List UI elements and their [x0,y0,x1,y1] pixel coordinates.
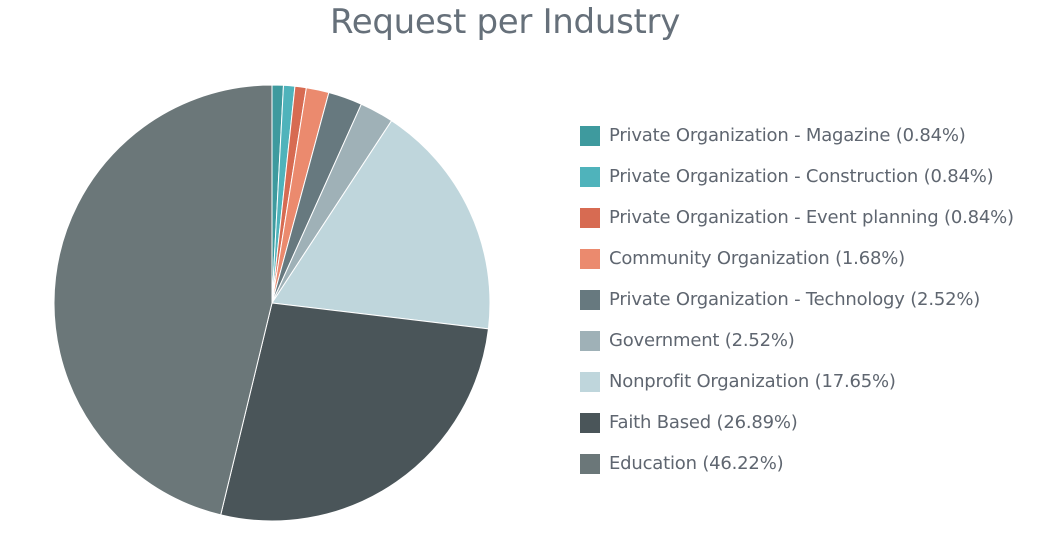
legend-label: Community Organization (1.68%) [609,248,905,269]
legend-item[interactable]: Nonprofit Organization (17.65%) [580,361,1014,402]
legend-label: Private Organization - Event planning (0… [609,207,1014,228]
legend-swatch [580,453,600,474]
legend-item[interactable]: Private Organization - Event planning (0… [580,197,1014,238]
chart-title: Request per Industry [329,2,681,42]
legend-item[interactable]: Education (46.22%) [580,443,1014,484]
pie-slice-7[interactable] [220,302,489,522]
pie-slice-8[interactable] [53,84,273,516]
legend-label: Education (46.22%) [609,453,784,474]
legend-item[interactable]: Community Organization (1.68%) [580,238,1014,279]
pie-chart [53,84,491,522]
legend-swatch [580,207,600,228]
legend-label: Private Organization - Magazine (0.84%) [609,125,966,146]
legend-item[interactable]: Private Organization - Magazine (0.84%) [580,115,1014,156]
legend-swatch [580,289,600,310]
legend-swatch [580,371,600,392]
legend-label: Private Organization - Construction (0.8… [609,166,994,187]
legend-item[interactable]: Faith Based (26.89%) [580,402,1014,443]
legend-label: Government (2.52%) [609,330,795,351]
legend-item[interactable]: Private Organization - Technology (2.52%… [580,279,1014,320]
chart-legend: Private Organization - Magazine (0.84%) P… [580,115,1014,484]
legend-label: Faith Based (26.89%) [609,412,798,433]
legend-swatch [580,125,600,146]
legend-swatch [580,330,600,351]
legend-label: Private Organization - Technology (2.52%… [609,289,981,310]
legend-label: Nonprofit Organization (17.65%) [609,371,896,392]
legend-swatch [580,412,600,433]
pie-slice-6[interactable] [271,120,491,330]
legend-item[interactable]: Government (2.52%) [580,320,1014,361]
legend-swatch [580,166,600,187]
legend-item[interactable]: Private Organization - Construction (0.8… [580,156,1014,197]
legend-swatch [580,248,600,269]
